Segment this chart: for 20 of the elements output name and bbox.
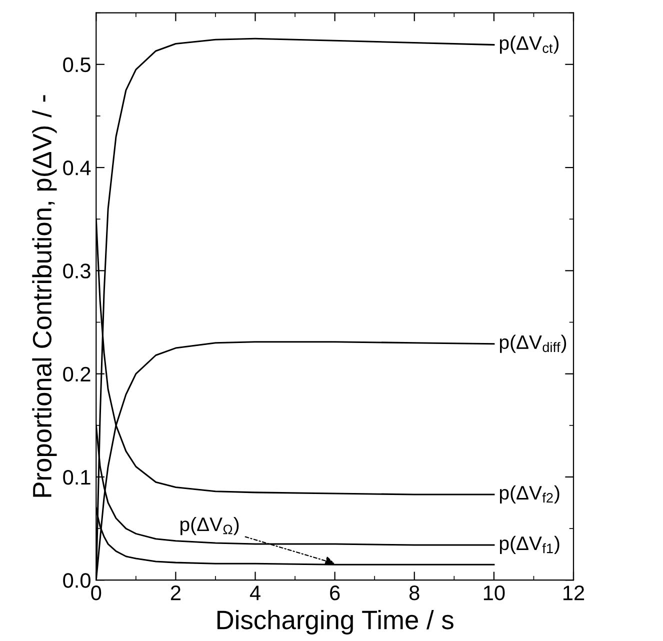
x-tick-label: 4	[250, 586, 260, 600]
y-tick-label: 0.0	[63, 573, 90, 588]
y-tick-label: 0.1	[63, 470, 90, 485]
legend-label: p(ΔV$_{diff}$)	[500, 334, 566, 353]
annotation: p(ΔV$_{Ω}$)	[180, 516, 239, 536]
legend-label: p(ΔV$_{f2}$)	[500, 485, 560, 504]
x-tick-label: 6	[330, 586, 340, 600]
y-tick-label: 0.5	[63, 57, 90, 72]
legend-label: p(ΔV$_{f1}$)	[500, 536, 560, 554]
x-axis-title: Discharging Time / s	[217, 610, 454, 635]
y-axis-title: Proportional Contribution, p(ΔV) / -	[32, 95, 57, 497]
x-tick-label: 10	[484, 586, 505, 600]
y-tick-label: 0.4	[63, 160, 91, 176]
y-tick-label: 0.3	[63, 264, 90, 278]
x-tick-label: 8	[409, 586, 420, 600]
x-tick-label: 2	[170, 586, 180, 600]
legend-label: p(ΔV$_{ct}$)	[500, 36, 559, 54]
x-tick-label: 12	[564, 586, 584, 600]
y-tick-label: 0.2	[63, 366, 90, 382]
x-tick-label: 0	[91, 586, 102, 600]
